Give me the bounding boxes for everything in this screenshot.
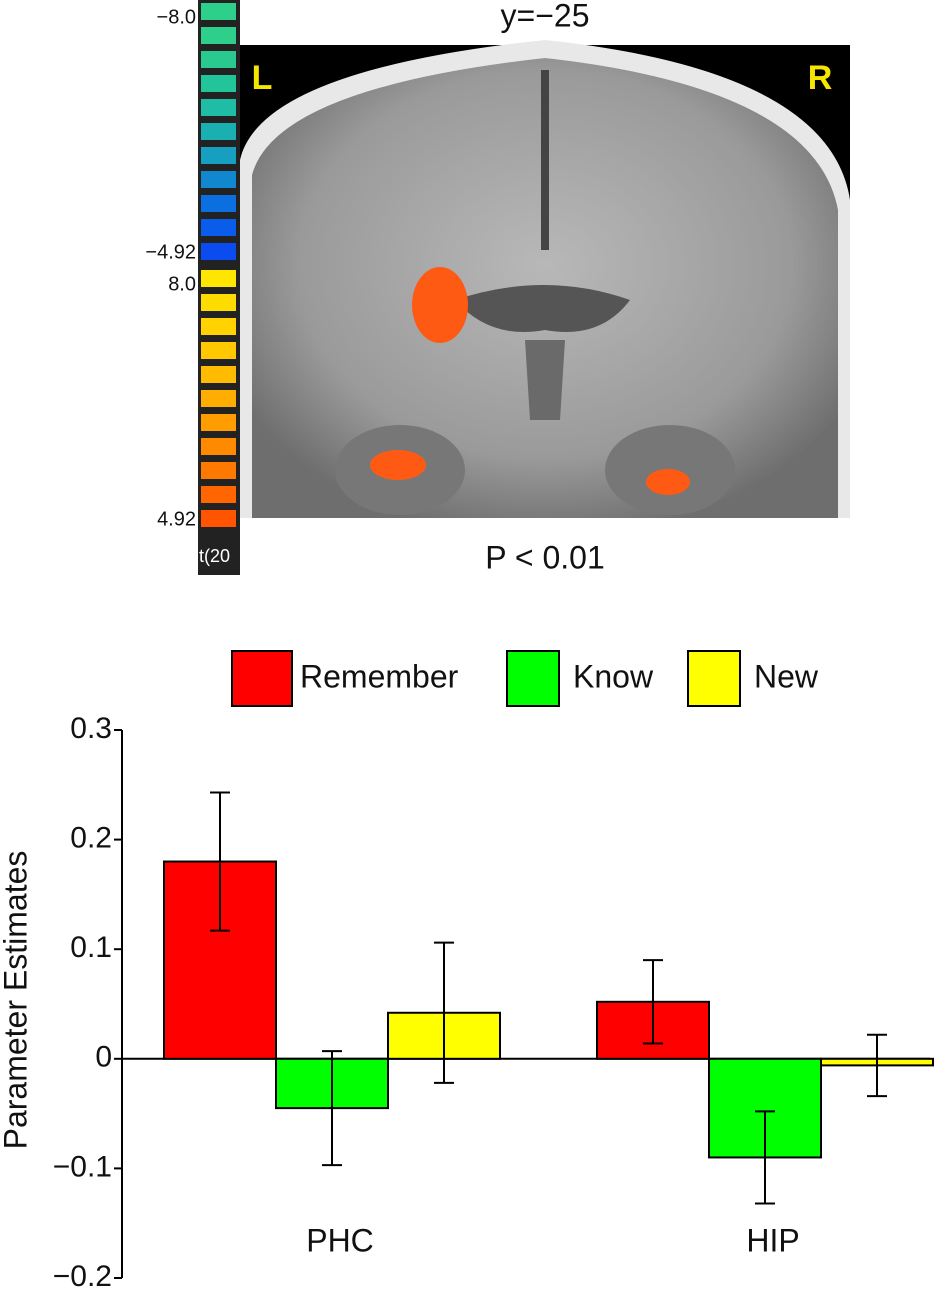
legend-label: Remember <box>300 658 459 694</box>
legend-swatch <box>687 650 741 707</box>
activation <box>412 267 468 343</box>
colorbar-segment <box>201 390 236 407</box>
y-tick-label: 0.2 <box>70 822 112 855</box>
colorbar-segment <box>201 342 236 359</box>
y-tick-label: 0 <box>95 1041 112 1074</box>
colorbar-segment <box>201 219 236 236</box>
colorbar-label: 4.92 <box>157 508 196 530</box>
colorbar-segment <box>201 438 236 455</box>
right-label: R <box>808 59 833 97</box>
error-bar <box>643 959 663 1045</box>
activation <box>370 450 426 480</box>
legend-label: New <box>754 658 819 694</box>
left-label: L <box>252 59 273 97</box>
colorbar-segment <box>201 294 236 311</box>
colorbar-segment <box>201 243 236 260</box>
colorbar-segment <box>201 414 236 431</box>
slice-label: y=−25 <box>501 0 590 33</box>
colorbar-segment <box>201 366 236 383</box>
colorbar-segments <box>201 3 236 527</box>
legend-swatch <box>231 650 293 707</box>
brain-image: y=−25 L R P < 0.01 −8.0 −4.92 8.0 4.92 t… <box>145 0 850 575</box>
x-tick-label: HIP <box>746 1222 799 1258</box>
y-tick-label: −0.2 <box>53 1260 112 1289</box>
colorbar-segment <box>201 75 236 92</box>
colorbar-segment <box>201 462 236 479</box>
error-bar <box>434 941 454 1084</box>
colorbar-segment <box>201 270 236 287</box>
activation <box>646 469 690 495</box>
colorbar-segment <box>201 27 236 44</box>
y-tick-label: −0.1 <box>53 1150 112 1183</box>
colorbar-label: −8.0 <box>157 6 196 28</box>
colorbar-segment <box>201 3 236 20</box>
y-tick-label: 0.3 <box>70 712 112 745</box>
legend-swatch <box>506 650 560 707</box>
y-tick-label: 0.1 <box>70 931 112 964</box>
error-bar <box>210 791 230 932</box>
legend-label: Know <box>573 658 654 694</box>
colorbar-segment <box>201 486 236 503</box>
colorbar-label: −4.92 <box>145 241 196 263</box>
colorbar-segment <box>201 51 236 68</box>
colorbar-segment <box>201 318 236 335</box>
x-tick-label: PHC <box>306 1222 374 1258</box>
colorbar-segment <box>201 195 236 212</box>
colorbar-segment <box>201 99 236 116</box>
colorbar-segment <box>201 147 236 164</box>
error-bar <box>867 1033 887 1098</box>
colorbar-unit: t(20 <box>199 546 230 566</box>
colorbar-label: 8.0 <box>168 273 196 295</box>
threshold-label: P < 0.01 <box>485 539 605 575</box>
colorbar-segment <box>201 123 236 140</box>
error-bar <box>322 1050 342 1167</box>
colorbar-segment <box>201 171 236 188</box>
error-bar <box>755 1110 775 1205</box>
ventricle <box>455 285 630 332</box>
colorbar-segment <box>201 510 236 527</box>
ventricle <box>525 340 565 420</box>
colorbar <box>198 0 240 575</box>
y-axis-label: Parameter Estimates <box>0 851 33 1150</box>
